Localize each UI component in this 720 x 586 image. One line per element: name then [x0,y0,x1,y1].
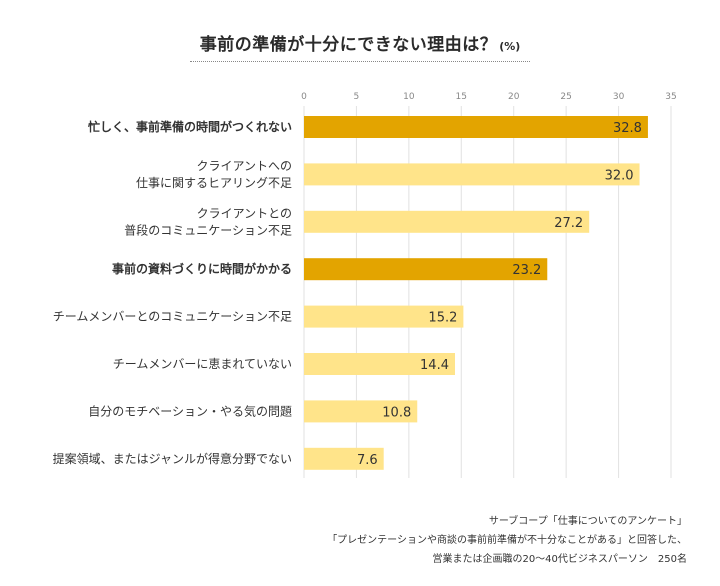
source-note: サーブコープ「仕事についてのアンケート」 「プレゼンテーションや商談の事前前準備… [327,512,687,569]
source-line-3: 営業または企画職の20〜40代ビジネスパーソン 250名 [432,554,687,565]
chart-title-container: 事前の準備が十分にできない理由は？ (%) [0,30,720,55]
category-label: 自分のモチベーション・やる気の問題 [88,403,292,418]
bar-value-label: 32.8 [613,121,642,136]
bar-value-label: 32.0 [605,168,634,183]
bar-value-label: 10.8 [382,405,411,420]
bar [304,400,418,423]
bar-value-label: 23.2 [512,263,541,278]
bar [304,258,548,281]
bar [304,305,464,328]
source-line-2: 「プレゼンテーションや商談の事前前準備が不十分なことがある」と回答した、 [327,535,687,546]
bar [304,116,648,138]
category-label: 事前の資料づくりに時間がかかる [112,261,292,276]
bar [304,447,384,470]
category-label: クライアントとの [197,206,292,220]
x-tick-label: 0 [301,92,307,102]
bar [304,353,455,375]
x-tick-label: 20 [508,92,520,102]
chart-title-unit: (%) [499,40,521,53]
bar [304,163,640,186]
x-tick-label: 5 [354,92,360,102]
category-label: クライアントへの [196,159,292,173]
bar-value-label: 7.6 [357,453,378,468]
source-line-1: サーブコープ「仕事についてのアンケート」 [488,516,687,527]
category-label: 提案領域、またはジャンルが得意分野でない [53,451,292,466]
category-label: チームメンバーに恵まれていない [113,357,292,371]
bar [304,210,590,233]
x-tick-label: 30 [613,92,625,102]
category-label: 普段のコミュニケーション不足 [124,222,292,237]
category-label: チームメンバーとのコミュニケーション不足 [53,310,292,324]
x-tick-label: 10 [403,92,415,102]
x-tick-label: 35 [665,92,676,102]
bar-value-label: 27.2 [554,216,583,231]
bar-value-label: 14.4 [420,358,449,373]
x-tick-label: 25 [560,92,571,102]
category-label: 忙しく、事前準備の時間がつくれない [88,119,292,134]
bar-value-label: 15.2 [428,311,457,326]
bar-chart: 0 5 10 15 20 25 30 35 32.8 忙しく、事前準備の時間がつくれない 32.0 ク… [53,92,677,478]
category-label: 仕事に関するヒアリング不足 [136,176,292,190]
chart-title: 事前の準備が十分にできない理由は？ [199,35,498,55]
title-dotted-rule [190,61,530,62]
x-tick-label: 15 [456,92,467,102]
